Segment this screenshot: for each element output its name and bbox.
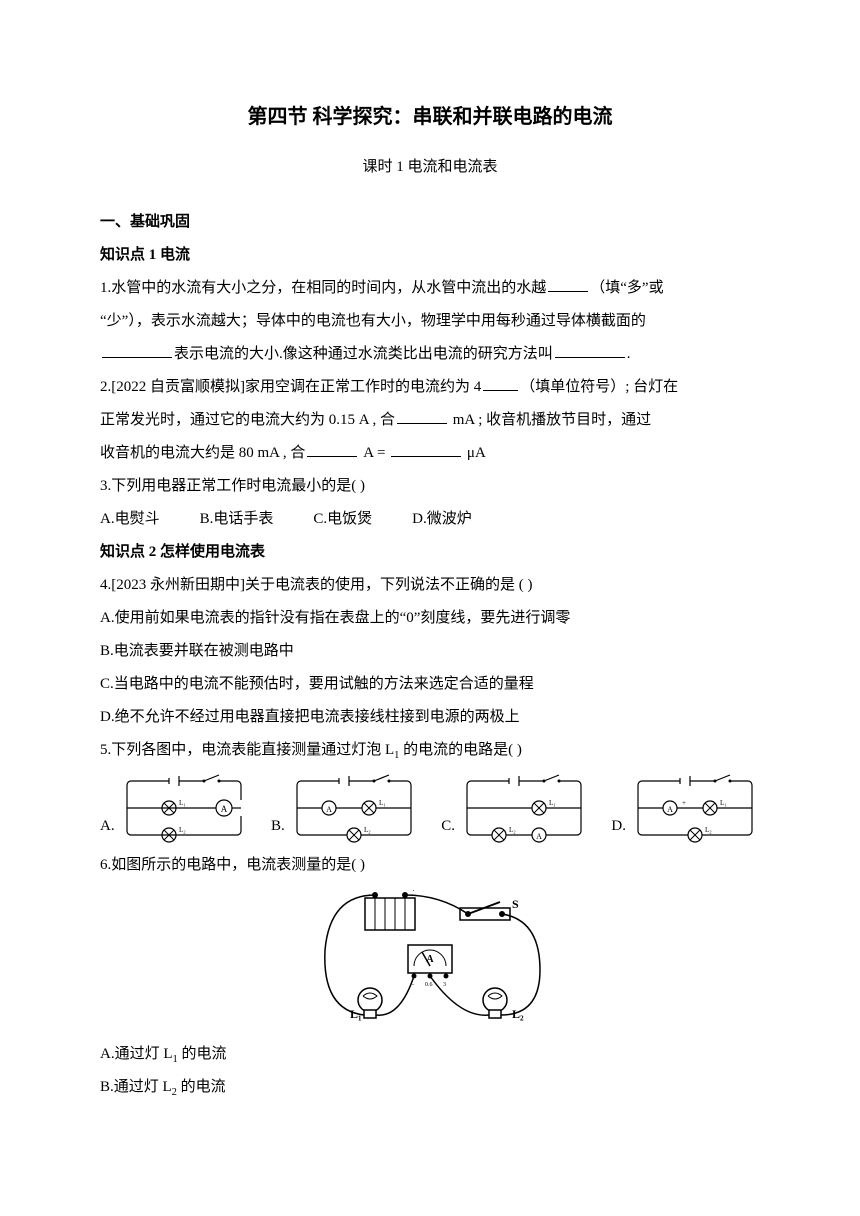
question-2: 2.[2022 自贡富顺模拟]家用空调在正常工作时的电流约为 4 （填单位符号）;… (100, 371, 760, 404)
option-4d: D.绝不允许不经过用电器直接把电流表接线柱接到电源的两极上 (100, 701, 760, 734)
circuit-option-c: C. L₁ L₂ A (441, 773, 589, 843)
q2-text-f: A = (359, 445, 389, 461)
knowledge-point-2: 知识点 2 怎样使用电流表 (100, 536, 760, 569)
option-3a: A.电熨斗 (100, 503, 160, 536)
svg-text:+: + (410, 890, 417, 895)
question-6-figure: − + S A - 0.6 3 L₁ L₂ (100, 890, 760, 1030)
question-6: 6.如图所示的电路中，电流表测量的是( ) (100, 849, 760, 882)
q5-text: 5.下列各图中，电流表能直接测量通过灯泡 L (100, 742, 394, 758)
svg-text:A: A (426, 954, 434, 965)
blank (397, 409, 447, 424)
question-3-options: A.电熨斗 B.电话手表 C.电饭煲 D.微波炉 (100, 503, 760, 536)
question-2-line2: 正常发光时，通过它的电流大约为 0.15 A , 合 mA ; 收音机播放节目时… (100, 404, 760, 437)
svg-text:L₁: L₁ (179, 799, 186, 807)
q6b-post: 的电流 (177, 1079, 226, 1095)
svg-text:L₁: L₁ (549, 799, 556, 807)
q6a-post: 的电流 (178, 1046, 227, 1062)
q1-text-2: “少”），表示水流越大；导体中的电流也有大小，物理学中用每秒通过导体横截面的 (100, 313, 646, 329)
circuit-option-a: A. A L₁ L₂ (100, 773, 249, 843)
option-4a: A.使用前如果电流表的指针没有指在表盘上的“0”刻度线，要先进行调零 (100, 602, 760, 635)
q2-text-e: 收音机的电流大约是 80 mA , 合 (100, 445, 305, 461)
option-4c: C.当电路中的电流不能预估时，要用试触的方法来选定合适的量程 (100, 668, 760, 701)
svg-text:L₂: L₂ (364, 826, 371, 834)
q2-text-c: 正常发光时，通过它的电流大约为 0.15 A , 合 (100, 412, 395, 428)
circuit-diagram-d-icon: A + L₁ L₂ (630, 773, 760, 843)
blank (483, 376, 518, 391)
question-4: 4.[2023 永州新田期中]关于电流表的使用，下列说法不正确的是 ( ) (100, 569, 760, 602)
circuit-diagram-a-icon: A L₁ L₂ (119, 773, 249, 843)
q6a-pre: A.通过灯 L (100, 1046, 173, 1062)
svg-text:L₁: L₁ (720, 799, 727, 807)
blank (307, 442, 357, 457)
q1-text-1b: （填“多”或 (590, 280, 663, 296)
option-4b: B.电流表要并联在被测电路中 (100, 635, 760, 668)
svg-text:L₂: L₂ (509, 826, 516, 834)
blank (102, 343, 172, 358)
circuit-options: A. A L₁ L₂ B. (100, 773, 760, 843)
svg-text:L₂: L₂ (179, 826, 186, 834)
option-3d: D.微波炉 (412, 503, 472, 536)
svg-text:−: − (370, 890, 377, 895)
q6b-pre: B.通过灯 L (100, 1079, 172, 1095)
option-6b: B.通过灯 L2 的电流 (100, 1071, 760, 1104)
question-1: 1.水管中的水流有大小之分，在相同的时间内，从水管中流出的水越 （填“多”或 (100, 272, 760, 305)
option-6a: A.通过灯 L1 的电流 (100, 1038, 760, 1071)
q1-text-3b: . (627, 346, 631, 362)
option-3b: B.电话手表 (200, 503, 274, 536)
question-1-line3: 表示电流的大小.像这种通过水流类比出电流的研究方法叫. (100, 338, 760, 371)
blank (548, 277, 588, 292)
svg-text:L₁: L₁ (379, 799, 386, 807)
q2-text-a: 2.[2022 自贡富顺模拟]家用空调在正常工作时的电流约为 4 (100, 379, 481, 395)
circuit-diagram-b-icon: A L₁ L₂ (289, 773, 419, 843)
svg-text:S: S (512, 897, 519, 911)
q1-text-1: 1.水管中的水流有大小之分，在相同的时间内，从水管中流出的水越 (100, 280, 546, 296)
svg-text:+: + (682, 799, 686, 807)
q1-text-3a: 表示电流的大小.像这种通过水流类比出电流的研究方法叫 (174, 346, 553, 362)
label-a: A. (100, 810, 115, 843)
question-2-line3: 收音机的电流大约是 80 mA , 合 A = μA (100, 437, 760, 470)
svg-text:0.6: 0.6 (425, 982, 433, 988)
blank (555, 343, 625, 358)
blank (391, 442, 461, 457)
question-5: 5.下列各图中，电流表能直接测量通过灯泡 L1 的电流的电路是( ) (100, 734, 760, 767)
circuit-option-b: B. A L₁ L₂ (271, 773, 419, 843)
svg-text:A: A (536, 832, 542, 841)
q2-text-d: mA ; 收音机播放节目时，通过 (449, 412, 651, 428)
q2-text-g: μA (463, 445, 486, 461)
question-1-line2: “少”），表示水流越大；导体中的电流也有大小，物理学中用每秒通过导体横截面的 (100, 305, 760, 338)
q5-text-b: 的电流的电路是( ) (399, 742, 522, 758)
svg-text:A: A (326, 805, 332, 814)
label-d: D. (611, 810, 626, 843)
circuit-realistic-icon: − + S A - 0.6 3 L₁ L₂ (300, 890, 560, 1030)
svg-text:A: A (667, 805, 673, 814)
circuit-option-d: D. A + L₁ L₂ (611, 773, 760, 843)
q2-text-b: （填单位符号）; 台灯在 (520, 379, 678, 395)
question-3: 3.下列用电器正常工作时电流最小的是( ) (100, 470, 760, 503)
svg-text:L₂: L₂ (705, 826, 712, 834)
knowledge-point-1: 知识点 1 电流 (100, 239, 760, 272)
svg-text:A: A (220, 804, 227, 814)
label-b: B. (271, 810, 285, 843)
section-heading-1: 一、基础巩固 (100, 206, 760, 239)
page-title: 第四节 科学探究：串联和并联电路的电流 (100, 95, 760, 139)
option-3c: C.电饭煲 (313, 503, 372, 536)
circuit-diagram-c-icon: L₁ L₂ A (459, 773, 589, 843)
svg-text:3: 3 (443, 982, 446, 988)
label-c: C. (441, 810, 455, 843)
page-subtitle: 课时 1 电流和电流表 (100, 151, 760, 184)
